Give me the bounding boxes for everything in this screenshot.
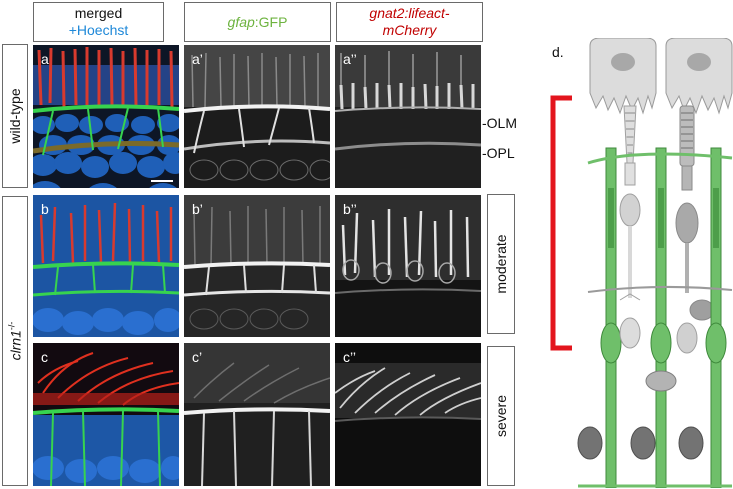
bipolar-cell — [619, 317, 641, 349]
panel-c1-gfap: c’ — [184, 343, 330, 486]
severity-severe: severe — [493, 394, 509, 438]
header-gfap: gfap:GFP — [184, 2, 331, 42]
panel-label-b: b — [41, 201, 49, 217]
olm-line — [587, 152, 733, 165]
severity-moderate-box: moderate — [487, 194, 515, 334]
panel-c-merged: c — [33, 343, 179, 486]
panel-c2-image — [335, 343, 481, 486]
panel-b1-image — [184, 195, 330, 337]
header-gnat-line1: gnat2:lifeact- — [369, 5, 450, 21]
opl-line — [587, 285, 733, 293]
rpe-nucleus-left — [611, 53, 635, 71]
row-label-mutant-gene: clrn1 — [7, 330, 24, 361]
bracket — [550, 95, 572, 351]
panel-c-image — [33, 343, 179, 486]
panel-label-a2: a’’ — [343, 51, 357, 67]
diagram-label: d. — [552, 44, 564, 60]
severity-moderate: moderate — [493, 234, 509, 294]
header-gfap-rest: :GFP — [254, 13, 288, 30]
cone-photoreceptor — [619, 105, 641, 301]
panel-b2-gnat: b’’ — [335, 195, 481, 337]
retina-diagram — [550, 38, 733, 488]
header-gnat-line2: mCherry — [382, 22, 437, 38]
panel-label-a1: a’ — [192, 51, 203, 67]
rpe-cell-left — [589, 38, 657, 115]
panel-label-c1: c’ — [192, 349, 203, 365]
header-merged: merged +Hoechst — [33, 2, 164, 42]
panel-label-c: c — [41, 349, 48, 365]
marker-opl: -OPL — [482, 145, 515, 161]
row-label-wildtype-box: wild-type — [2, 44, 28, 188]
marker-olm: -OLM — [482, 115, 518, 131]
panel-label-a: a — [41, 51, 49, 67]
ganglion-cells — [577, 426, 704, 460]
header-gnat: gnat2:lifeact- mCherry — [336, 2, 483, 42]
panel-a1-gfap: a’ — [184, 45, 330, 188]
panel-a2-gnat: a’’ — [335, 45, 481, 188]
row-label-wildtype: wild-type — [7, 88, 23, 144]
panel-c1-image — [184, 343, 330, 486]
panel-b2-image — [335, 195, 481, 337]
row-label-mutant-sup: -/- — [6, 321, 17, 331]
panel-a-merged: a — [33, 45, 179, 188]
marker-olm-text: OLM — [486, 115, 518, 131]
panel-label-c2: c’’ — [343, 349, 356, 365]
panel-b-merged: b — [33, 195, 179, 337]
marker-opl-text: OPL — [486, 145, 515, 161]
panel-a1-image — [184, 45, 330, 188]
row-label-mutant-box: clrn1-/- — [2, 196, 28, 486]
header-merged-line2: +Hoechst — [68, 22, 129, 38]
panel-b-image — [33, 195, 179, 337]
severity-severe-box: severe — [487, 346, 515, 486]
muller-glia — [600, 147, 727, 488]
bipolar-cell-2 — [676, 322, 698, 354]
rod-photoreceptor — [675, 105, 715, 321]
row-label-mutant: clrn1-/- — [7, 322, 24, 361]
panel-b1-gfap: b’ — [184, 195, 330, 337]
amacrine-cell — [645, 370, 677, 392]
panel-label-b2: b’’ — [343, 201, 357, 217]
rpe-cell-right — [665, 38, 733, 115]
panel-c2-gnat: c’’ — [335, 343, 481, 486]
header-merged-line1: merged — [74, 5, 123, 21]
panel-a-image — [33, 45, 179, 188]
panel-a2-image — [335, 45, 481, 188]
rpe-nucleus-right — [687, 53, 711, 71]
header-gfap-gene: gfap — [227, 13, 255, 30]
panel-label-b1: b’ — [192, 201, 203, 217]
